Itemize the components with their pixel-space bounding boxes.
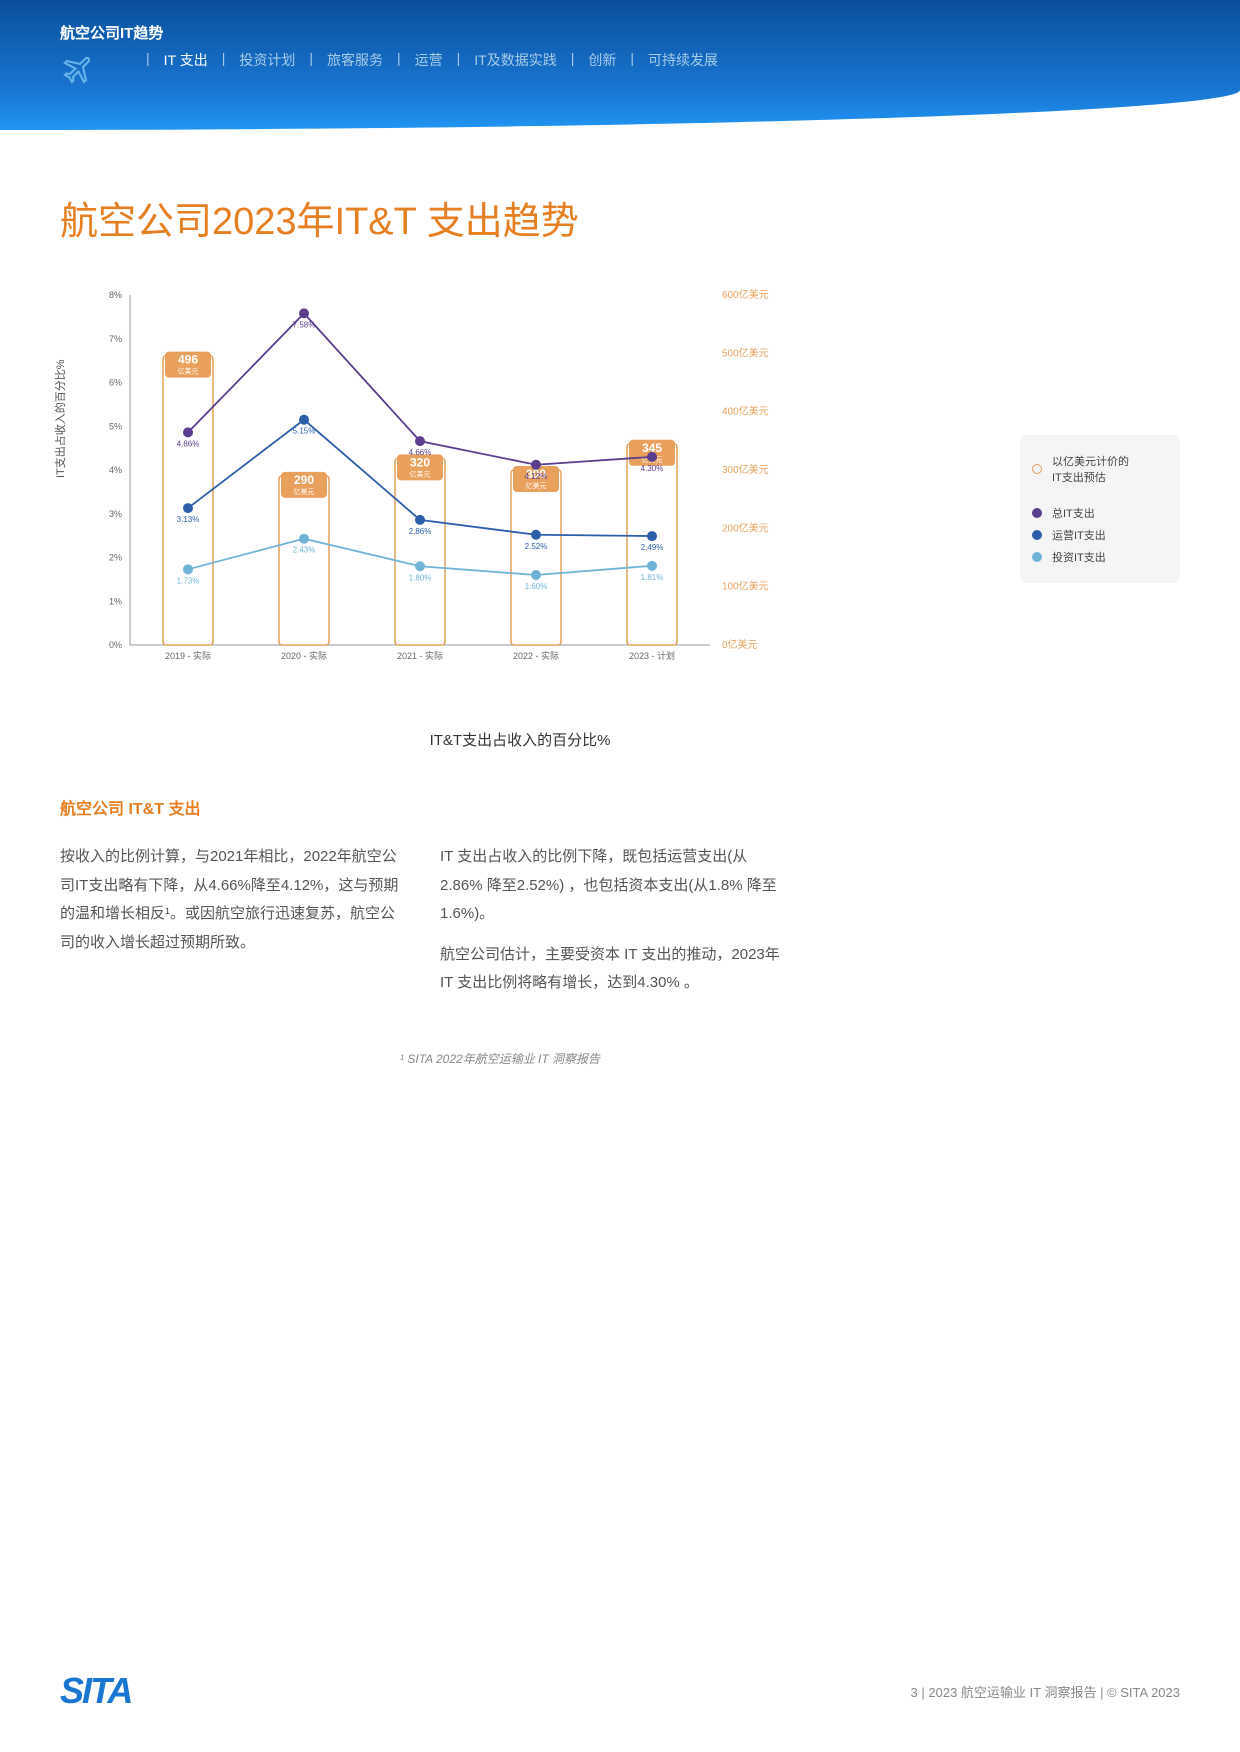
- svg-text:2.49%: 2.49%: [641, 543, 664, 552]
- svg-text:2%: 2%: [109, 553, 122, 563]
- svg-text:496: 496: [178, 353, 198, 367]
- svg-text:400亿美元: 400亿美元: [722, 405, 769, 418]
- legend-series: 运营IT支出: [1032, 527, 1168, 543]
- nav-tab-3[interactable]: 运营: [407, 50, 451, 70]
- svg-text:2.52%: 2.52%: [525, 542, 548, 551]
- chart-caption: IT&T支出占收入的百分比%: [140, 729, 900, 750]
- body-column-1: 按收入的比例计算，与2021年相比，2022年航空公司IT支出略有下降，从4.6…: [60, 843, 400, 1010]
- body-text: 航空公司 IT&T 支出 按收入的比例计算，与2021年相比，2022年航空公司…: [60, 795, 780, 1010]
- legend-series: 投资IT支出: [1032, 549, 1168, 565]
- chart-container: IT支出占收入的百分比% 0%1%2%3%4%5%6%7%8%0亿美元100亿美…: [60, 285, 1180, 735]
- nav-tab-6[interactable]: 可持续发展: [640, 50, 726, 70]
- svg-text:4.86%: 4.86%: [177, 439, 200, 448]
- svg-text:亿美元: 亿美元: [526, 481, 547, 490]
- footer-text: 3 | 2023 航空运输业 IT 洞察报告 | © SITA 2023: [911, 1682, 1180, 1701]
- svg-text:1.80%: 1.80%: [409, 573, 432, 582]
- svg-text:2021 - 实际: 2021 - 实际: [397, 650, 443, 661]
- svg-text:4%: 4%: [109, 465, 122, 475]
- nav-tab-1[interactable]: 投资计划: [231, 50, 303, 70]
- svg-text:290: 290: [294, 473, 314, 487]
- svg-text:亿美元: 亿美元: [410, 469, 431, 478]
- nav-tab-0[interactable]: IT 支出: [156, 50, 216, 70]
- svg-text:4.66%: 4.66%: [409, 448, 432, 457]
- section-title: 航空公司 IT&T 支出: [60, 795, 780, 819]
- sita-logo: SITA: [60, 1670, 131, 1712]
- svg-text:2020 - 实际: 2020 - 实际: [281, 650, 327, 661]
- combo-chart: 0% 1% 2% 3% 4% 5% 6% 7% 8% 0亿美元 100亿美元 200亿美元 300亿美元…: [60, 285, 820, 685]
- nav-tab-5[interactable]: 创新: [580, 50, 624, 70]
- header-title: 航空公司IT趋势: [60, 22, 163, 43]
- svg-text:3%: 3%: [109, 509, 122, 519]
- svg-text:2023 - 计划: 2023 - 计划: [629, 650, 675, 661]
- svg-text:8%: 8%: [109, 290, 122, 300]
- svg-text:4.30%: 4.30%: [641, 464, 664, 473]
- svg-text:1.73%: 1.73%: [177, 576, 200, 585]
- svg-text:0%: 0%: [109, 640, 122, 650]
- svg-text:300亿美元: 300亿美元: [722, 463, 769, 476]
- svg-text:2.43%: 2.43%: [293, 546, 316, 555]
- svg-text:200亿美元: 200亿美元: [722, 521, 769, 534]
- svg-text:7%: 7%: [109, 334, 122, 344]
- nav-tab-4[interactable]: IT及数据实践: [466, 50, 564, 70]
- svg-text:320: 320: [410, 455, 430, 469]
- svg-text:4.12%: 4.12%: [525, 472, 548, 481]
- legend-estimate: 以亿美元计价的 IT支出预估: [1032, 453, 1168, 485]
- body-column-2: IT 支出占收入的比例下降，既包括运营支出(从2.86% 降至2.52%) ，也…: [440, 843, 780, 1010]
- svg-text:2022 - 实际: 2022 - 实际: [513, 650, 559, 661]
- svg-text:600亿美元: 600亿美元: [722, 288, 769, 301]
- svg-text:1%: 1%: [109, 596, 122, 606]
- svg-text:2019 - 实际: 2019 - 实际: [165, 650, 211, 661]
- svg-text:0亿美元: 0亿美元: [722, 638, 758, 651]
- svg-text:亿美元: 亿美元: [294, 487, 315, 496]
- page-title: 航空公司2023年IT&T 支出趋势: [60, 190, 1240, 245]
- legend-series: 总IT支出: [1032, 505, 1168, 521]
- airplane-icon: [62, 52, 96, 91]
- svg-text:500亿美元: 500亿美元: [722, 346, 769, 359]
- legend-panel: 以亿美元计价的 IT支出预估总IT支出运营IT支出投资IT支出: [1020, 435, 1180, 583]
- nav-tab-2[interactable]: 旅客服务: [319, 50, 391, 70]
- svg-text:5%: 5%: [109, 421, 122, 431]
- svg-text:1.60%: 1.60%: [525, 582, 548, 591]
- footer: SITA 3 | 2023 航空运输业 IT 洞察报告 | © SITA 202…: [60, 1670, 1180, 1712]
- svg-text:3.13%: 3.13%: [177, 515, 200, 524]
- svg-text:7.58%: 7.58%: [293, 320, 316, 329]
- nav-tabs: |IT 支出|投资计划|旅客服务|运营|IT及数据实践|创新|可持续发展: [140, 50, 726, 70]
- svg-text:100亿美元: 100亿美元: [722, 580, 769, 593]
- svg-text:2.86%: 2.86%: [409, 527, 432, 536]
- header-banner: 航空公司IT趋势 |IT 支出|投资计划|旅客服务|运营|IT及数据实践|创新|…: [0, 0, 1240, 130]
- svg-text:5.15%: 5.15%: [293, 427, 316, 436]
- footnote: ¹ SITA 2022年航空运输业 IT 洞察报告: [400, 1050, 1240, 1067]
- svg-text:6%: 6%: [109, 378, 122, 388]
- svg-text:亿美元: 亿美元: [178, 367, 199, 376]
- svg-text:1.81%: 1.81%: [641, 573, 664, 582]
